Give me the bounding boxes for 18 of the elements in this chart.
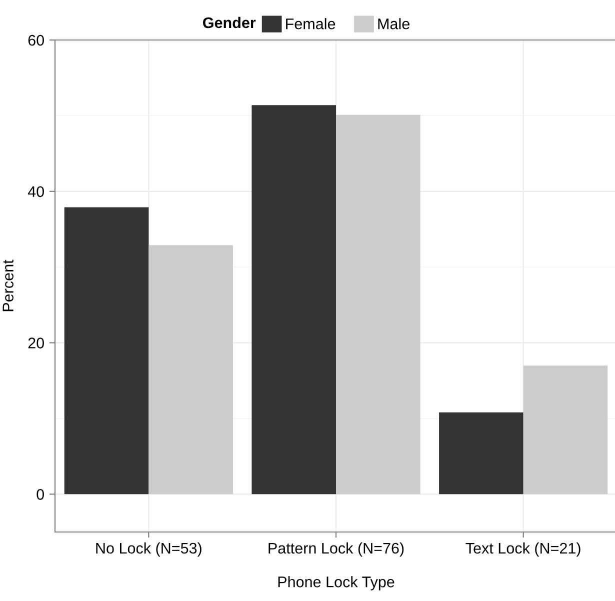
x-tick-label: Pattern Lock (N=76) — [268, 542, 404, 557]
bar — [439, 412, 524, 494]
legend-title: Gender — [203, 16, 256, 28]
y-tick-label: 20 — [28, 338, 44, 348]
x-tick-label: No Lock (N=53) — [96, 542, 202, 557]
x-tick-label: Text Lock (N=21) — [466, 542, 580, 557]
y-tick-label: 0 — [36, 489, 44, 500]
x-axis-title: Phone Lock Type — [278, 576, 394, 590]
bar — [64, 207, 149, 494]
y-tick-label: 60 — [28, 34, 44, 46]
bar — [523, 365, 608, 494]
bar — [148, 245, 233, 494]
y-tick-label: 40 — [28, 186, 44, 198]
legend-label: Male — [378, 18, 410, 30]
bar — [336, 114, 420, 494]
legend-label: Female — [286, 18, 336, 30]
y-axis-title: Percent — [2, 260, 14, 312]
bar — [252, 105, 336, 494]
